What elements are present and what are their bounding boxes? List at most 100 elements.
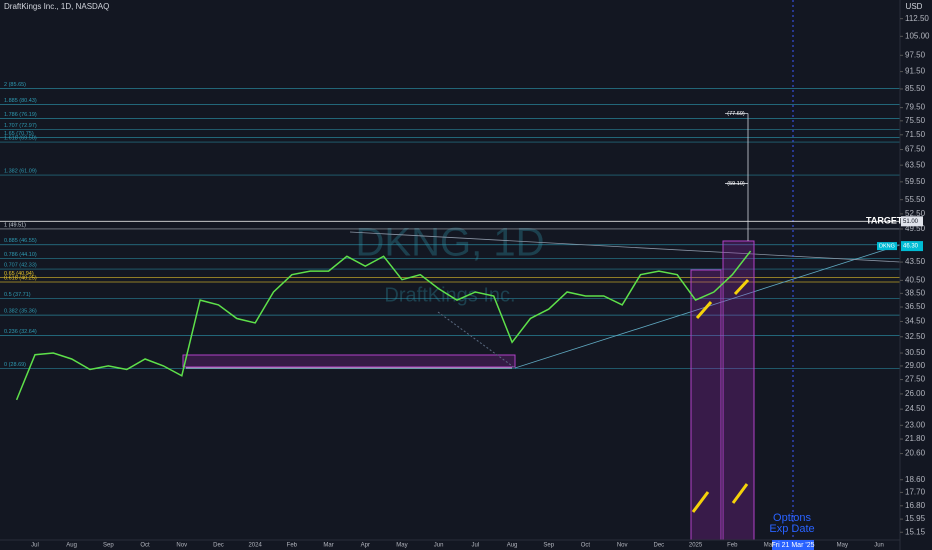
x-tick-label: Apr — [361, 543, 370, 549]
y-tick-label: 40.50 — [905, 275, 926, 284]
x-tick-label: Jun — [434, 543, 444, 549]
target-tag — [901, 216, 923, 227]
y-tick-label: 29.00 — [905, 361, 926, 370]
x-tick-label: Feb — [287, 543, 298, 549]
y-tick-label: 16.80 — [905, 501, 926, 510]
symbol-tag — [877, 242, 897, 251]
fib-label: 2 (85.65) — [4, 82, 26, 88]
y-tick-label: 34.50 — [905, 317, 926, 326]
last-price-value: 46.30 — [903, 244, 919, 250]
y-tick-label: 85.50 — [905, 84, 926, 93]
x-tick-label: Nov — [617, 543, 628, 549]
fib-label: 0 (28.69) — [4, 362, 26, 368]
fib-label: 0.786 (44.10) — [4, 252, 37, 258]
arrow — [695, 301, 713, 319]
y-tick-label: 52.50 — [905, 209, 926, 218]
x-tick-label: Mar — [323, 543, 333, 549]
y-tick-label: 17.70 — [905, 488, 926, 497]
fib-label: 0.885 (46.55) — [4, 238, 37, 244]
y-tick-label: 75.50 — [905, 116, 926, 125]
x-tick-label: Sep — [103, 543, 114, 549]
x-tick-label: Dec — [654, 543, 665, 549]
target-label: TARGET 1 — [866, 216, 910, 226]
projection-label: (77.69) — [727, 111, 745, 117]
y-tick-label: 18.60 — [905, 475, 926, 484]
x-tick-label: Dec — [213, 543, 224, 549]
y-tick-label: 112.50 — [905, 14, 929, 23]
x-tick-label: Feb — [727, 543, 738, 549]
fib-label: 1.382 (61.09) — [4, 169, 37, 175]
fib-label: 1.618 (69.50) — [4, 135, 37, 141]
y-tick-label: 97.50 — [905, 50, 926, 59]
chart-title: DraftKings Inc., 1D, NASDAQ — [4, 2, 109, 11]
fib-label: 0.707 (42.33) — [4, 263, 37, 269]
arrow — [731, 483, 749, 504]
y-tick-label: 91.50 — [905, 67, 926, 76]
x-tick-label: Aug — [66, 543, 77, 549]
y-tick-label: 71.50 — [905, 130, 926, 139]
currency: USD — [906, 2, 923, 11]
x-tick-label: Jul — [31, 543, 39, 549]
fib-label: 1.707 (72.97) — [4, 123, 37, 129]
y-tick-label: 26.00 — [905, 389, 926, 398]
fib-label: 0.5 (37.71) — [4, 292, 31, 298]
x-tick-label: Sep — [543, 543, 554, 549]
fib-label: 1.885 (80.43) — [4, 98, 37, 104]
x-tick-label: Oct — [581, 543, 591, 549]
y-tick-label: 43.50 — [905, 257, 926, 266]
y-tick-label: 24.50 — [905, 404, 926, 413]
x-tick-label: Mar — [764, 543, 774, 549]
fib-label: 1 (49.51) — [4, 222, 26, 228]
x-tick-label: 2024 — [248, 543, 262, 549]
projection-label: (59.10) — [727, 181, 745, 187]
y-tick-label: 36.50 — [905, 302, 926, 311]
y-tick-label: 59.50 — [905, 177, 926, 186]
price-line — [15, 250, 752, 401]
x-tick-label: Oct — [140, 543, 150, 549]
target-value: 51.00 — [903, 219, 919, 225]
arrow — [733, 278, 750, 296]
y-tick-label: 63.50 — [905, 160, 926, 169]
fib-label: 1.65 (70.75) — [4, 131, 34, 137]
y-tick-label: 15.95 — [905, 514, 926, 523]
y-tick-label: 30.50 — [905, 348, 926, 357]
y-tick-label: 105.00 — [905, 31, 930, 40]
x-tick-label: Nov — [176, 543, 187, 549]
x-tick-label: Aug — [507, 543, 518, 549]
fib-label: 0.382 (35.36) — [4, 309, 37, 315]
y-tick-label: 15.15 — [905, 527, 926, 536]
y-tick-label: 32.50 — [905, 332, 926, 341]
range-box — [182, 354, 516, 368]
trendline-upper — [349, 231, 901, 263]
fib-levels: 2 (85.65) 1.885 (80.43) 1.786 (76.19) 1.707… — [0, 82, 900, 370]
x-tick-label: 2025 — [689, 543, 703, 549]
fib-label: 0.236 (32.64) — [4, 329, 37, 335]
cursor-date: Fri 21 Mar '25 — [772, 542, 815, 549]
fib-label: 0.65 (40.94) — [4, 271, 34, 277]
y-tick-label: 23.00 — [905, 420, 926, 429]
note-line: Exp Date — [769, 523, 814, 535]
last-price-tag — [901, 241, 923, 252]
note-line: Options — [773, 512, 811, 524]
arrow — [691, 491, 710, 513]
y-tick-label: 21.80 — [905, 434, 926, 443]
x-tick-label: Jul — [472, 543, 480, 549]
x-tick-label: May — [837, 543, 848, 549]
y-tick-label: 49.50 — [905, 224, 926, 233]
symbol-label: DKNG — [879, 244, 895, 250]
fib-label: 1.786 (76.19) — [4, 112, 37, 118]
x-tick-label: Jun — [874, 543, 884, 549]
y-tick-label: 79.50 — [905, 103, 926, 112]
fib-label: 0.618 (40.25) — [4, 275, 37, 281]
y-tick-label: 55.50 — [905, 195, 926, 204]
highlight-box — [690, 269, 722, 541]
watermark: DKNG, 1D — [356, 221, 545, 265]
y-tick-label: 27.50 — [905, 375, 926, 384]
y-tick-label: 38.50 — [905, 288, 926, 297]
cursor-date-box — [772, 540, 814, 550]
x-tick-label: May — [396, 543, 407, 549]
y-tick-label: 20.60 — [905, 449, 926, 458]
y-tick-label: 67.50 — [905, 145, 926, 154]
